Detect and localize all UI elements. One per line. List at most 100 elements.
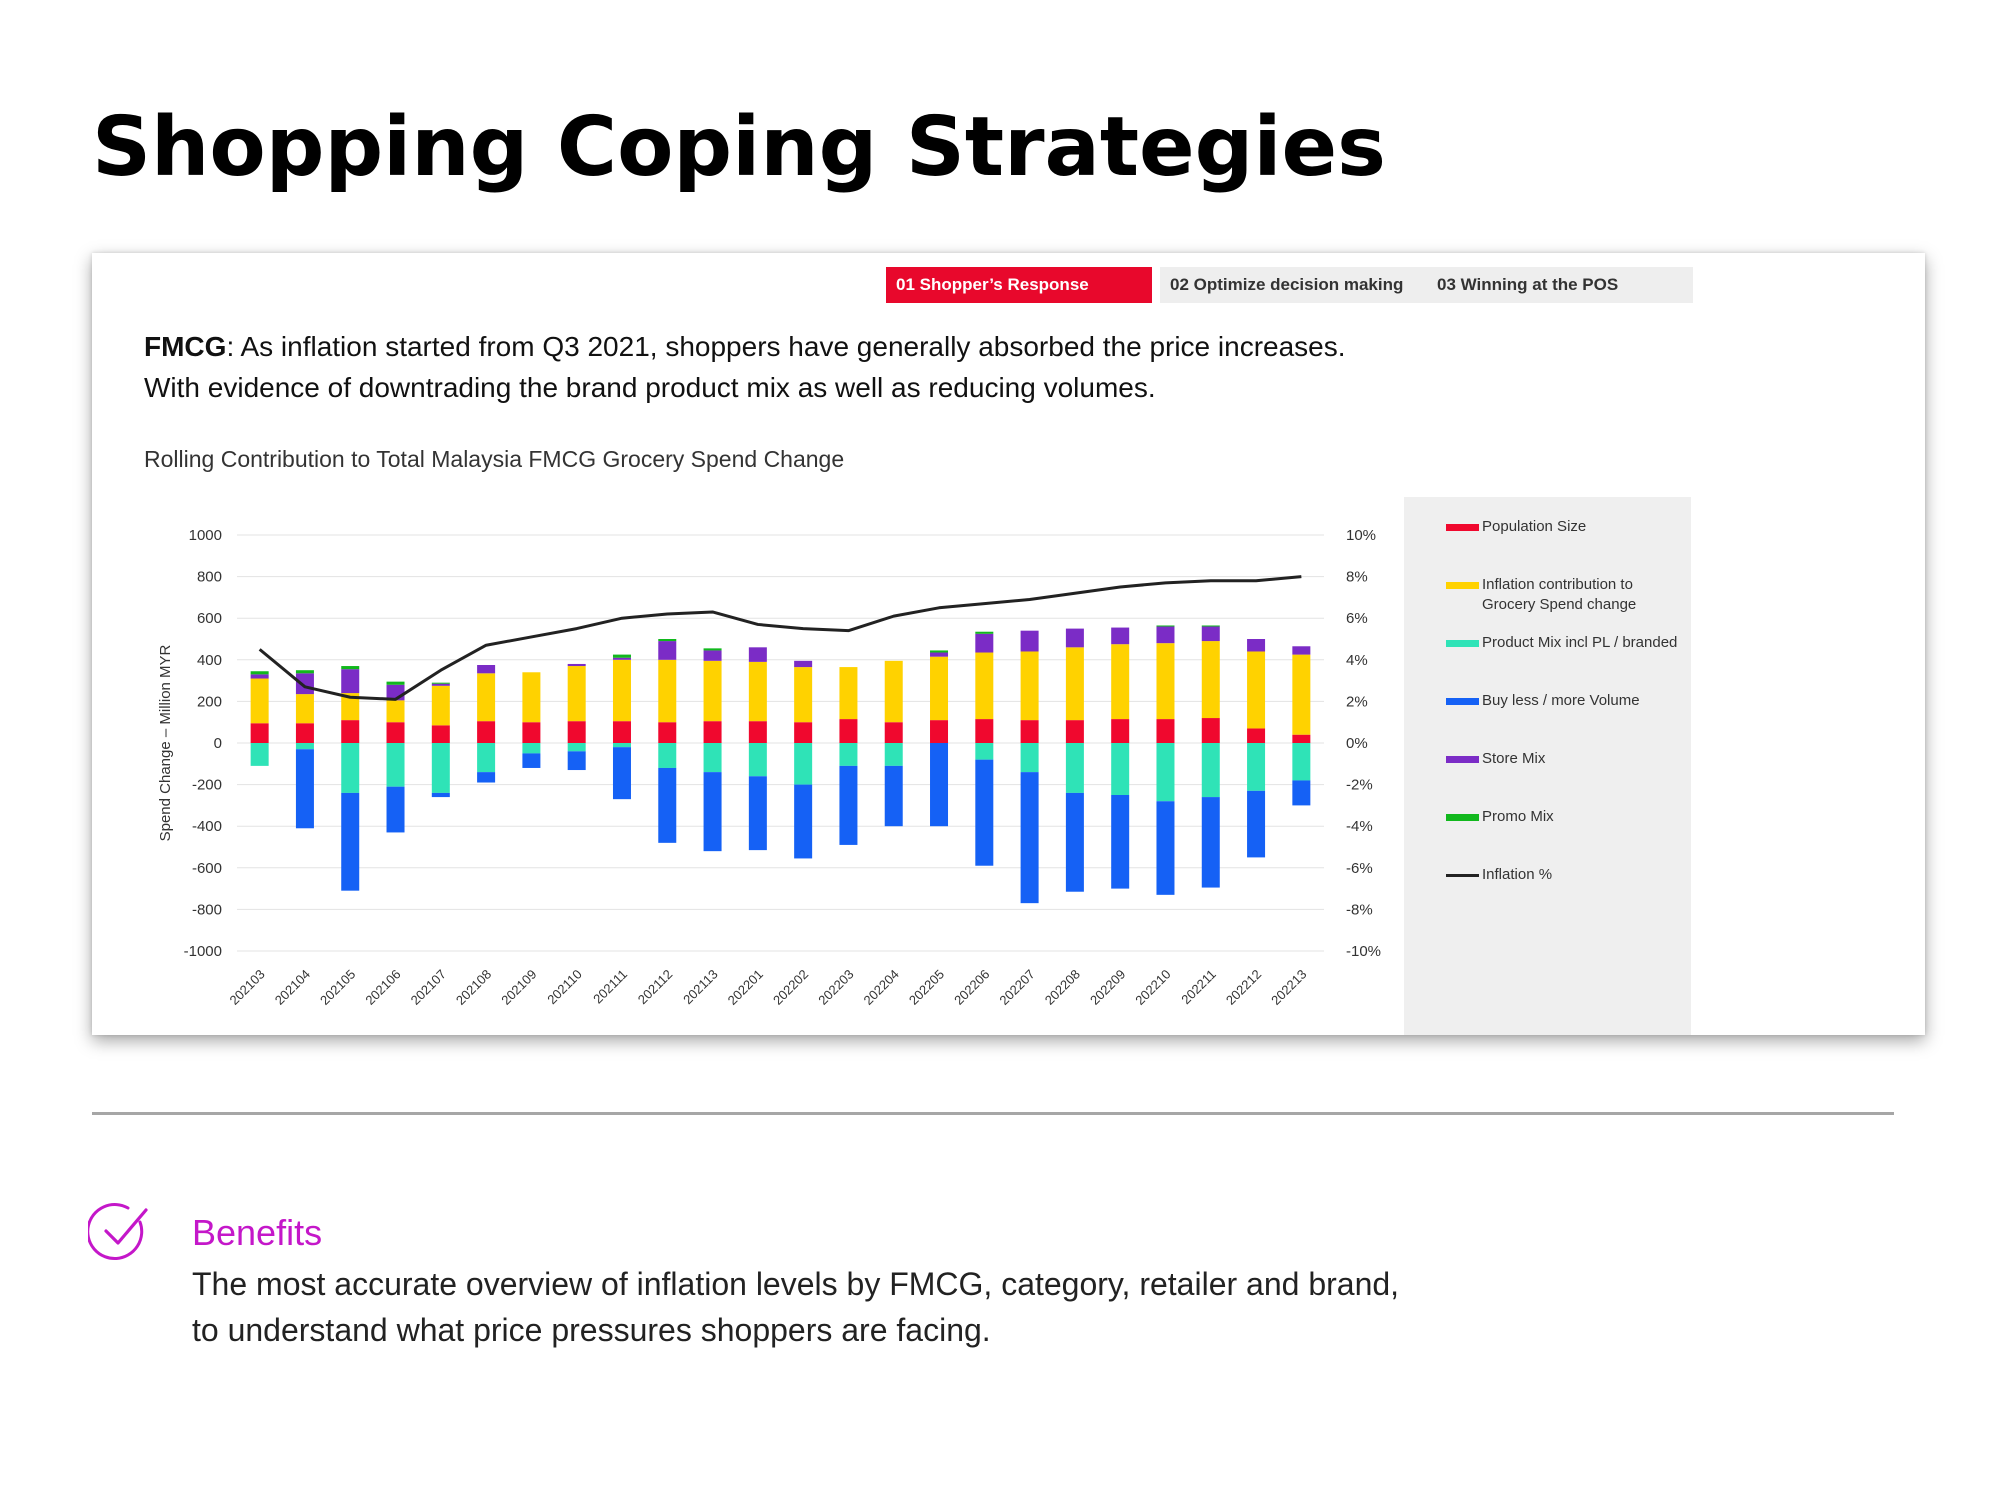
x-tick-label: 202203 <box>815 967 856 1008</box>
bar-store-mix <box>1156 626 1175 644</box>
x-tick-label: 202112 <box>635 967 676 1008</box>
legend-label: Product Mix incl PL / branded <box>1482 634 1678 651</box>
bar-product-mix-incl-pl-branded <box>1201 743 1220 798</box>
bar-product-mix-incl-pl-branded <box>1065 743 1084 793</box>
x-tick-label: 202208 <box>1042 967 1083 1008</box>
y2-tick-label: 4% <box>1346 652 1368 669</box>
tab-optimize-decision-making[interactable]: 02 Optimize decision making <box>1160 267 1428 303</box>
x-tick-label: 202201 <box>725 967 766 1008</box>
inflation-line <box>258 575 1302 701</box>
bar-store-mix <box>1247 639 1266 652</box>
bar-product-mix-incl-pl-branded <box>431 743 450 793</box>
bar-population-size <box>1111 719 1130 743</box>
bar-product-mix-incl-pl-branded <box>748 743 767 777</box>
bar-promo-mix <box>295 670 314 674</box>
x-tick-label: 202103 <box>226 967 267 1008</box>
x-tick-label: 202207 <box>996 967 1037 1008</box>
check-circle-icon <box>88 1203 148 1261</box>
bar-buy-less-more-volume <box>522 753 541 768</box>
benefits-title: Benefits <box>192 1212 323 1253</box>
legend-swatch <box>1446 698 1479 705</box>
bar-store-mix <box>930 652 949 657</box>
bar-inflation-contribution-to-grocery-spend-change <box>1065 647 1084 721</box>
bar-product-mix-incl-pl-branded <box>839 743 858 766</box>
bar-population-size <box>341 720 360 743</box>
y-tick-label: -200 <box>192 777 222 794</box>
bar-promo-mix <box>341 666 360 670</box>
bar-buy-less-more-volume <box>975 759 994 866</box>
bar-promo-mix <box>386 681 405 685</box>
bar-store-mix <box>975 633 994 653</box>
x-tick-label: 202202 <box>770 967 811 1008</box>
benefits-text: The most accurate overview of inflation … <box>192 1261 1399 1353</box>
y-tick-label: 1000 <box>189 527 222 544</box>
y2-tick-label: 10% <box>1346 527 1376 544</box>
y2-tick-label: -2% <box>1346 777 1373 794</box>
bar-store-mix <box>1065 628 1084 648</box>
bar-population-size <box>703 721 722 743</box>
y-tick-label: -800 <box>192 901 222 918</box>
x-tick-label: 202105 <box>317 967 358 1008</box>
bar-population-size <box>1292 734 1311 743</box>
bar-population-size <box>431 725 450 743</box>
bar-product-mix-incl-pl-branded <box>477 743 496 773</box>
bar-buy-less-more-volume <box>1111 795 1130 889</box>
x-tick-label: 202209 <box>1087 967 1128 1008</box>
chart-card: 01 Shopper’s Response 02 Optimize decisi… <box>92 253 1925 1035</box>
bar-buy-less-more-volume <box>341 792 360 891</box>
bar-buy-less-more-volume <box>884 765 903 827</box>
bar-population-size <box>1065 720 1084 743</box>
bar-inflation-contribution-to-grocery-spend-change <box>703 660 722 722</box>
bar-promo-mix <box>1156 625 1175 627</box>
bar-buy-less-more-volume <box>794 784 813 859</box>
y2-tick-label: -6% <box>1346 860 1373 877</box>
bar-promo-mix <box>658 639 677 642</box>
bar-buy-less-more-volume <box>1156 801 1175 895</box>
bar-population-size <box>748 721 767 743</box>
y2-tick-label: -8% <box>1346 901 1373 918</box>
bar-population-size <box>567 721 586 743</box>
bar-store-mix <box>431 683 450 686</box>
bar-product-mix-incl-pl-branded <box>250 743 269 766</box>
x-tick-label: 202204 <box>861 967 902 1008</box>
bar-store-mix <box>1292 646 1311 655</box>
legend-swatch <box>1446 814 1479 821</box>
chart-title: Rolling Contribution to Total Malaysia F… <box>144 446 845 472</box>
bar-population-size <box>1201 718 1220 743</box>
tab-shoppers-response[interactable]: 01 Shopper’s Response <box>886 267 1152 303</box>
bar-product-mix-incl-pl-branded <box>295 743 314 750</box>
bar-inflation-contribution-to-grocery-spend-change <box>930 656 949 721</box>
bar-inflation-contribution-to-grocery-spend-change <box>839 667 858 720</box>
bar-population-size <box>1156 719 1175 743</box>
bar-buy-less-more-volume <box>567 751 586 771</box>
bar-product-mix-incl-pl-branded <box>567 743 586 752</box>
bar-inflation-contribution-to-grocery-spend-change <box>431 685 450 726</box>
bar-population-size <box>884 722 903 743</box>
bar-promo-mix <box>250 671 269 675</box>
bar-product-mix-incl-pl-branded <box>1020 743 1039 773</box>
bar-inflation-contribution-to-grocery-spend-change <box>658 659 677 723</box>
bar-store-mix <box>250 674 269 679</box>
bar-inflation-contribution-to-grocery-spend-change <box>794 667 813 723</box>
bar-product-mix-incl-pl-branded <box>703 743 722 773</box>
y-tick-label: -400 <box>192 818 222 835</box>
bar-population-size <box>386 722 405 743</box>
x-tick-label: 202205 <box>906 967 947 1008</box>
bar-inflation-contribution-to-grocery-spend-change <box>522 672 541 723</box>
bar-store-mix <box>567 663 586 667</box>
legend-label: Inflation % <box>1482 866 1553 883</box>
bar-buy-less-more-volume <box>839 765 858 845</box>
bar-store-mix <box>703 650 722 661</box>
bar-product-mix-incl-pl-branded <box>386 743 405 787</box>
bar-population-size <box>295 723 314 743</box>
bar-inflation-contribution-to-grocery-spend-change <box>1111 644 1130 720</box>
y2-tick-label: -10% <box>1346 943 1381 960</box>
tab-winning-at-the-pos[interactable]: 03 Winning at the POS <box>1427 267 1693 303</box>
bar-product-mix-incl-pl-branded <box>341 743 360 793</box>
bar-population-size <box>794 722 813 743</box>
bar-promo-mix <box>930 650 949 653</box>
x-tick-label: 202206 <box>951 967 992 1008</box>
bar-promo-mix <box>703 648 722 651</box>
headline: FMCG: As inflation started from Q3 2021,… <box>144 326 1346 408</box>
bar-buy-less-more-volume <box>386 786 405 833</box>
